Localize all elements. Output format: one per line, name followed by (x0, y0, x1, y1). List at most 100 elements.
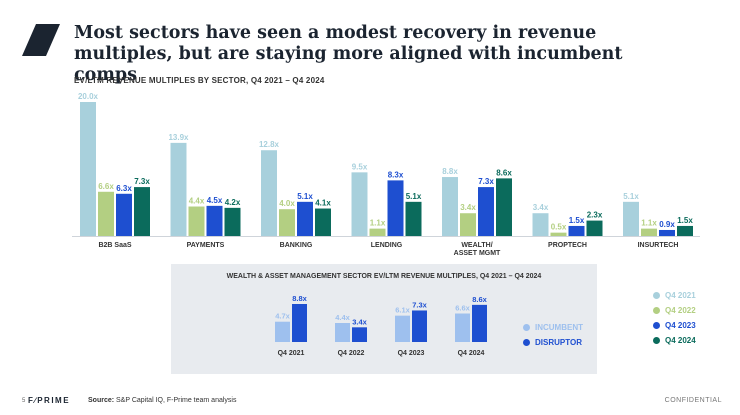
inset-data-label: 8.6x (472, 295, 487, 304)
legend-label: Q4 2023 (665, 321, 696, 330)
brand-logo: F∕PRIME (28, 396, 71, 405)
bar-b2b-saas-q4-2023 (116, 193, 132, 236)
legend-label: Q4 2022 (665, 306, 696, 315)
bar-b2b-saas-q4-2024 (134, 187, 150, 236)
legend-swatch (653, 307, 660, 314)
bar-payments-q4-2022 (188, 206, 205, 236)
category-label: PAYMENTS (187, 242, 225, 249)
data-label: 1.5x (677, 216, 693, 225)
data-label: 0.5x (551, 223, 567, 232)
bar-b2b-saas-q4-2021 (80, 102, 96, 236)
data-label: 3.4x (533, 203, 549, 212)
bar-insurtech-q4-2022 (641, 228, 657, 236)
legend-swatch (653, 322, 660, 329)
legend-label: INCUMBENT (535, 323, 583, 332)
data-label: 6.3x (116, 184, 132, 193)
legend-item-q4-2021: Q4 2021 (653, 291, 696, 300)
category-label: LENDING (371, 242, 403, 249)
legend-item-disruptor: DISRUPTOR (523, 338, 583, 347)
inset-bar-q4-2024-incumbent (455, 313, 470, 342)
data-label: 1.5x (569, 216, 585, 225)
data-label: 7.3x (478, 177, 494, 186)
inset-category-label: Q4 2021 (278, 350, 305, 357)
data-label: 4.0x (279, 199, 295, 208)
inset-chart: 4.7x8.8x Q4 2021 4.4x 3.4x Q4 2022 6.1x7.3x Q4… (275, 294, 488, 357)
source-note: Source: S&P Capital IQ, F-Prime team ana… (88, 397, 236, 404)
bar-banking-q4-2022 (279, 209, 295, 236)
bar-lending-q4-2022 (369, 228, 386, 236)
inset-data-label: 7.3x (412, 300, 427, 309)
data-label: 13.9x (168, 133, 189, 142)
inset-bar-q4-2022-incumbent (335, 323, 350, 342)
bar-banking-q4-2021 (261, 150, 277, 236)
inset-bar-q4-2023-disruptor (412, 310, 427, 342)
data-label: 9.5x (352, 162, 368, 171)
legend-swatch (523, 324, 530, 331)
source-label: Source: (88, 397, 115, 404)
category-label: ASSET MGMT (454, 250, 501, 257)
data-label: 4.4x (189, 197, 205, 206)
page-number: 5 (22, 398, 26, 404)
data-label: 8.3x (388, 170, 404, 179)
legend-item-q4-2023: Q4 2023 (653, 321, 696, 330)
bar-lending-q4-2024 (405, 201, 422, 236)
bar-proptech-q4-2021 (532, 213, 549, 236)
data-label: 1.1x (370, 219, 386, 228)
inset-panel: WEALTH & ASSET MANAGEMENT SECTOR EV/LTM … (171, 264, 597, 374)
bar-proptech-q4-2022 (550, 232, 567, 236)
inset-data-label: 4.4x (335, 313, 350, 322)
data-label: 1.1x (641, 219, 657, 228)
page-title: Most sectors have seen a modest recovery… (74, 23, 623, 85)
inset-bar-q4-2021-incumbent (275, 321, 290, 342)
data-label: 8.6x (496, 168, 512, 177)
legend-swatch (653, 292, 660, 299)
data-label: 0.9x (659, 220, 675, 229)
inset-bar-q4-2023-incumbent (395, 315, 410, 342)
bar-b2b-saas-q4-2022 (98, 191, 114, 236)
inset-data-label: 8.8x (292, 294, 307, 303)
category-label: BANKING (280, 242, 313, 249)
bar-wealth-asset-mgmt-q4-2022 (460, 213, 476, 236)
inset-data-label: 6.6x (455, 304, 470, 313)
inset-category-label: Q4 2022 (338, 350, 365, 357)
legend-label: Q4 2024 (665, 336, 696, 345)
bar-insurtech-q4-2023 (659, 229, 675, 236)
inset-bar-q4-2022-disruptor (352, 327, 367, 342)
bar-lending-q4-2021 (351, 172, 368, 236)
data-label: 6.6x (98, 182, 114, 191)
bar-payments-q4-2024 (224, 207, 241, 236)
bar-banking-q4-2023 (297, 201, 313, 236)
category-label: WEALTH/ (461, 242, 492, 249)
bar-lending-q4-2023 (387, 180, 404, 236)
legend-item-q4-2024: Q4 2024 (653, 336, 696, 345)
inset-bar-q4-2024-disruptor (472, 304, 487, 342)
inset-chart-title: WEALTH & ASSET MANAGEMENT SECTOR EV/LTM … (226, 273, 542, 280)
main-legend: Q4 2021 Q4 2022 Q4 2023 Q4 2024 (653, 291, 696, 351)
data-label: 3.4x (460, 203, 476, 212)
legend-swatch (653, 337, 660, 344)
category-label: B2B SaaS (98, 242, 131, 249)
legend-label: DISRUPTOR (535, 338, 582, 347)
bar-banking-q4-2024 (315, 208, 331, 236)
category-label: PROPTECH (548, 242, 587, 249)
data-label: 4.1x (315, 199, 331, 208)
inset-category-label: Q4 2023 (398, 350, 425, 357)
data-label: 8.8x (442, 167, 458, 176)
inset-category-label: Q4 2024 (458, 350, 485, 357)
bar-wealth-asset-mgmt-q4-2024 (496, 178, 512, 236)
confidential-label: CONFIDENTIAL (664, 397, 722, 404)
bar-insurtech-q4-2024 (677, 225, 693, 236)
data-label: 5.1x (406, 192, 422, 201)
bar-payments-q4-2021 (170, 142, 187, 236)
category-label: INSURTECH (638, 242, 679, 249)
bar-wealth-asset-mgmt-q4-2023 (478, 187, 494, 236)
bar-wealth-asset-mgmt-q4-2021 (442, 177, 458, 236)
inset-legend: INCUMBENT DISRUPTOR (523, 323, 583, 353)
legend-label: Q4 2021 (665, 291, 696, 300)
main-chart-title: EV/LTM REVENUE MULTIPLES BY SECTOR, Q4 2… (74, 76, 325, 85)
legend-swatch (523, 339, 530, 346)
data-label: 12.8x (259, 140, 280, 149)
data-label: 2.3x (587, 211, 603, 220)
inset-data-label: 3.4x (352, 317, 367, 326)
